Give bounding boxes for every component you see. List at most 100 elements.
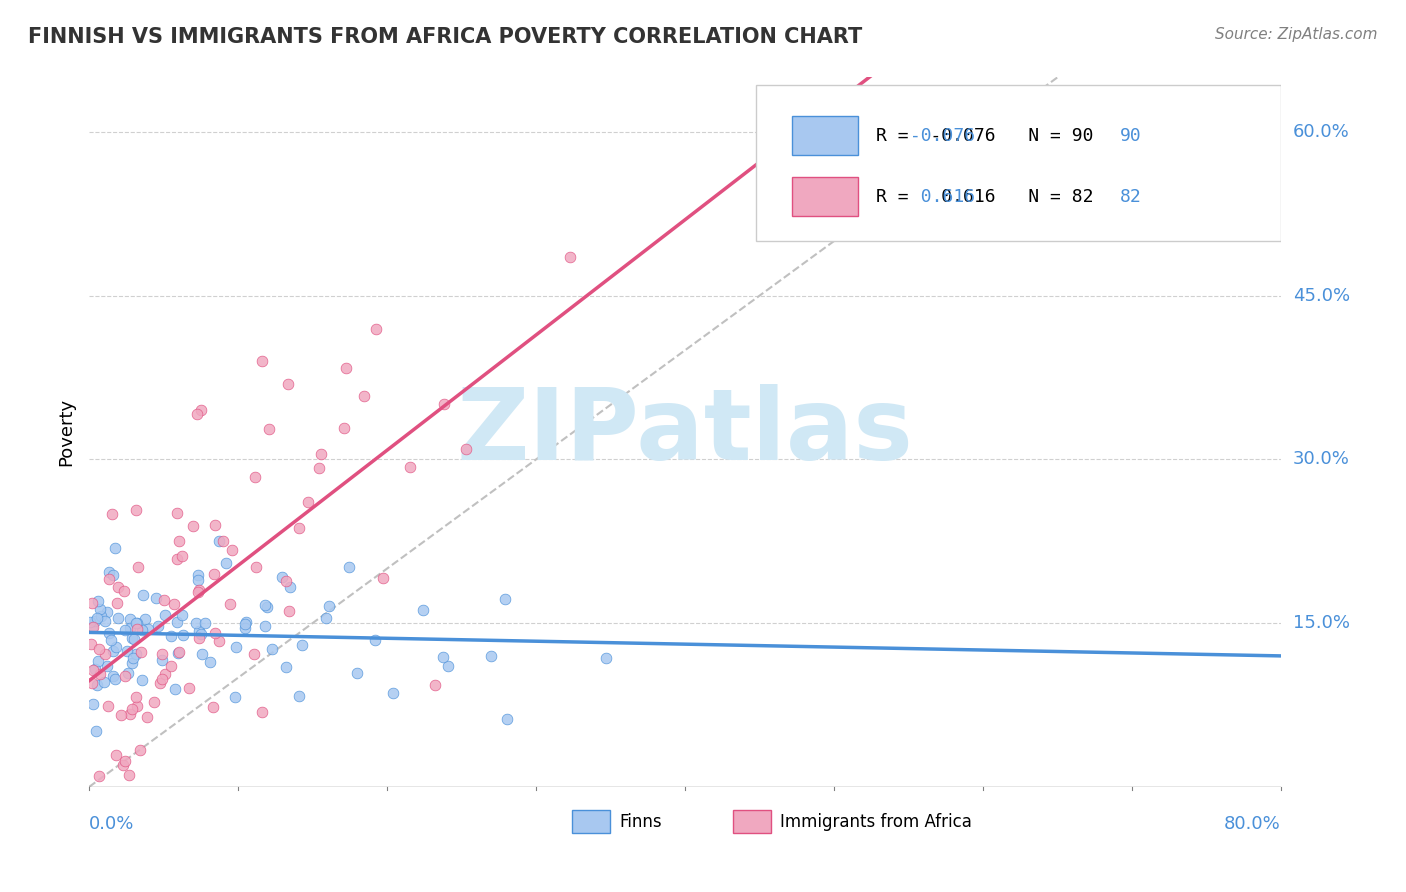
Point bbox=[122, 651, 145, 665]
Point bbox=[89, 667, 111, 681]
Point bbox=[101, 568, 124, 582]
Point bbox=[114, 623, 136, 637]
Point bbox=[120, 706, 142, 721]
Point bbox=[198, 655, 221, 669]
Point bbox=[291, 639, 314, 653]
Point bbox=[159, 629, 181, 643]
Point bbox=[98, 572, 121, 586]
Point bbox=[202, 566, 225, 581]
Point bbox=[150, 647, 173, 661]
Point bbox=[129, 645, 152, 659]
Point bbox=[83, 614, 105, 628]
Point bbox=[187, 624, 209, 638]
Point bbox=[204, 626, 226, 640]
Text: 0.0%: 0.0% bbox=[89, 815, 135, 833]
FancyBboxPatch shape bbox=[572, 810, 610, 833]
Point bbox=[107, 611, 129, 625]
Point bbox=[202, 700, 225, 714]
Point bbox=[172, 608, 194, 623]
Point bbox=[494, 592, 516, 607]
Text: -0.076: -0.076 bbox=[900, 128, 976, 145]
Point bbox=[172, 549, 194, 564]
Point bbox=[93, 615, 115, 629]
Point bbox=[117, 665, 139, 680]
Point bbox=[84, 724, 107, 739]
Point bbox=[333, 421, 356, 435]
Point bbox=[188, 582, 211, 597]
Point bbox=[97, 698, 120, 713]
Point bbox=[318, 599, 340, 614]
Point bbox=[433, 397, 456, 411]
Point bbox=[166, 646, 188, 660]
Point bbox=[288, 690, 311, 704]
Point bbox=[87, 594, 110, 608]
Point bbox=[166, 506, 188, 520]
Text: 45.0%: 45.0% bbox=[1292, 286, 1350, 305]
Point bbox=[191, 648, 214, 662]
Point bbox=[187, 631, 209, 645]
Point bbox=[83, 662, 105, 676]
Point bbox=[353, 389, 375, 403]
Point bbox=[136, 709, 159, 723]
Point bbox=[233, 617, 256, 632]
Point bbox=[253, 619, 276, 633]
Point bbox=[89, 642, 111, 657]
Point bbox=[288, 520, 311, 534]
Point bbox=[252, 706, 274, 720]
Point bbox=[104, 640, 127, 654]
Point bbox=[125, 647, 148, 661]
Point bbox=[184, 615, 207, 630]
Point bbox=[243, 647, 266, 661]
Point bbox=[381, 686, 404, 700]
Point bbox=[131, 623, 153, 637]
FancyBboxPatch shape bbox=[792, 117, 858, 155]
Point bbox=[243, 470, 266, 484]
Point bbox=[98, 565, 121, 579]
Y-axis label: Poverty: Poverty bbox=[58, 398, 75, 467]
Point bbox=[80, 596, 103, 610]
Point bbox=[159, 659, 181, 673]
Point bbox=[82, 619, 104, 633]
Text: 60.0%: 60.0% bbox=[1292, 123, 1350, 141]
Point bbox=[165, 682, 187, 697]
Point bbox=[204, 518, 226, 533]
Text: 82: 82 bbox=[1121, 187, 1142, 206]
Point bbox=[423, 677, 446, 691]
Point bbox=[150, 653, 173, 667]
Point bbox=[89, 769, 111, 783]
Point bbox=[256, 600, 278, 615]
Point bbox=[155, 607, 177, 622]
Point bbox=[96, 605, 118, 619]
Point bbox=[143, 696, 166, 710]
Point bbox=[148, 619, 170, 633]
Point bbox=[134, 612, 156, 626]
Text: 15.0%: 15.0% bbox=[1292, 615, 1350, 632]
Point bbox=[103, 669, 125, 683]
Point bbox=[454, 442, 477, 456]
Point bbox=[166, 551, 188, 566]
Point bbox=[315, 611, 337, 625]
Point bbox=[86, 678, 108, 692]
Point bbox=[187, 585, 209, 599]
Point bbox=[495, 712, 517, 726]
Point bbox=[104, 541, 127, 555]
Point bbox=[364, 322, 387, 336]
Point bbox=[152, 592, 174, 607]
Point bbox=[132, 589, 155, 603]
Point bbox=[215, 556, 238, 570]
Point bbox=[86, 611, 108, 625]
Point bbox=[163, 597, 186, 611]
Point bbox=[276, 574, 298, 588]
Point bbox=[79, 615, 101, 629]
Point bbox=[131, 673, 153, 687]
Point bbox=[104, 748, 127, 763]
Point bbox=[128, 743, 150, 757]
Point bbox=[221, 543, 243, 558]
Point bbox=[114, 669, 136, 683]
Point bbox=[479, 648, 502, 663]
Point bbox=[121, 702, 143, 716]
Point bbox=[136, 622, 159, 636]
Point bbox=[110, 707, 132, 722]
Point bbox=[127, 698, 149, 713]
Point bbox=[245, 560, 267, 574]
